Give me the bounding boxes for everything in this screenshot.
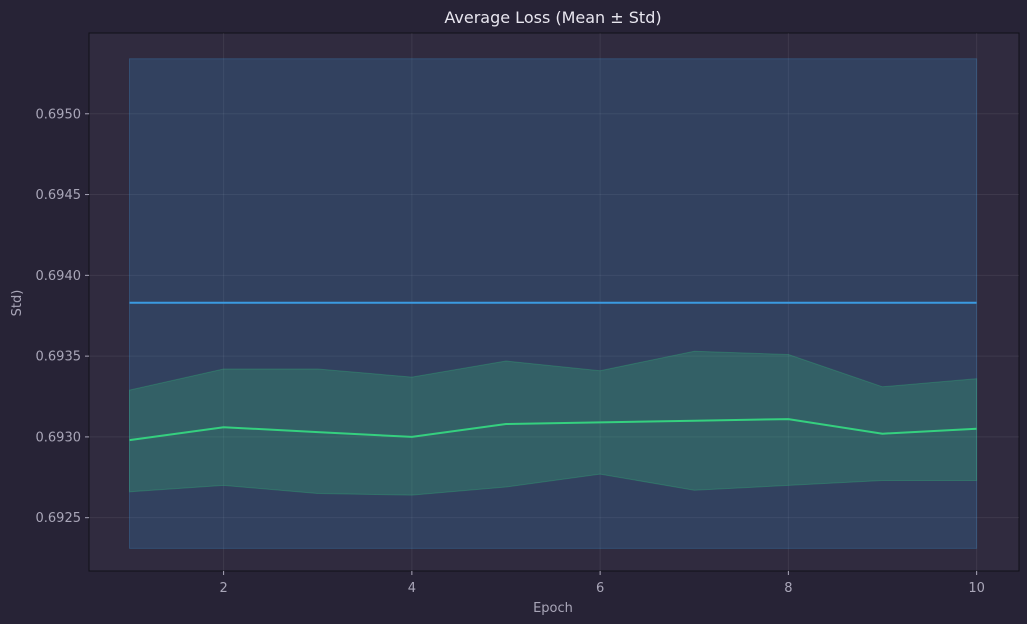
x-tick-label: 4 <box>408 581 416 596</box>
x-axis-label: Epoch <box>533 601 573 616</box>
y-tick-label: 0.6950 <box>36 107 82 122</box>
x-tick-label: 10 <box>968 581 985 596</box>
x-tick-label: 8 <box>784 581 792 596</box>
y-tick-label: 0.6925 <box>36 511 82 526</box>
chart-title: Average Loss (Mean ± Std) <box>444 8 661 27</box>
y-axis-ticks: 0.6925 0.6930 0.6935 0.6940 0.6945 0.6950 <box>36 107 89 526</box>
y-tick-label: 0.6930 <box>36 430 82 445</box>
y-axis-label: Std) <box>10 290 25 317</box>
y-tick-label: 0.6940 <box>36 269 82 284</box>
grid <box>89 33 1019 571</box>
y-tick-label: 0.6935 <box>36 350 82 365</box>
x-tick-label: 2 <box>219 581 227 596</box>
y-tick-label: 0.6945 <box>36 188 82 203</box>
mean-line-2 <box>129 418 977 442</box>
x-axis-ticks: 2 4 6 8 10 <box>219 571 985 596</box>
mean-lines <box>129 301 977 442</box>
x-tick-label: 6 <box>596 581 604 596</box>
